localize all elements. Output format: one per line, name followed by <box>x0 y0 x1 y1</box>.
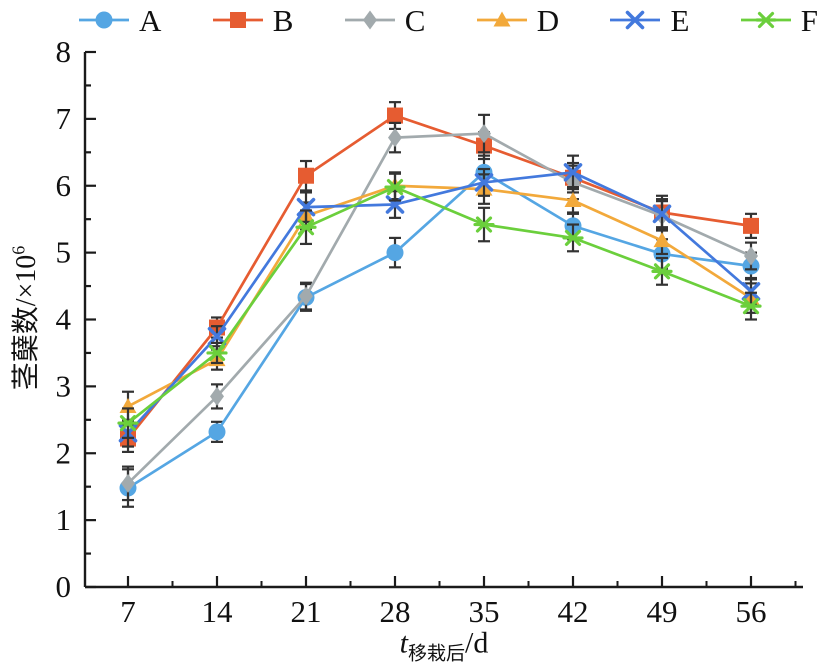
y-tick-label: 6 <box>56 168 72 203</box>
x-axis-title-prefix: t <box>399 626 408 660</box>
x-tick-label: 56 <box>736 594 767 629</box>
legend-label-E: E <box>670 2 690 38</box>
data-point-marker-asterisk <box>117 415 139 432</box>
y-tick-label: 1 <box>56 502 72 537</box>
legend-label-F: F <box>800 2 818 38</box>
y-axis-title: 茎蘖数/×106 <box>4 246 44 391</box>
data-point-marker-x <box>563 163 583 182</box>
data-point-marker-x <box>626 10 645 30</box>
legend-label-D: D <box>536 2 560 38</box>
y-tick-label: 3 <box>56 368 72 403</box>
x-tick-label: 42 <box>558 594 589 629</box>
legend-item-E: E <box>609 5 689 36</box>
data-point-marker-triangle <box>653 232 671 248</box>
y-axis-title-superscript: 6 <box>8 245 29 255</box>
legend-label-B: B <box>272 2 294 38</box>
data-point-marker-x <box>296 197 316 217</box>
data-point-marker-diamond <box>362 10 377 30</box>
data-point-marker-diamond <box>388 128 402 148</box>
legend-marker-circle-icon <box>79 11 129 29</box>
x-tick-label: 28 <box>380 594 411 629</box>
legend-marker-triangle-icon <box>476 11 527 27</box>
data-point-marker-diamond <box>121 473 135 493</box>
y-tick-label: 4 <box>56 302 72 337</box>
legend-label-C: C <box>404 2 426 38</box>
data-point-marker-asterisk <box>473 216 495 233</box>
y-axis-title-text: 茎蘖数/×10 <box>11 254 42 391</box>
x-tick-label: 21 <box>291 594 322 629</box>
legend-marker-asterisk-icon <box>740 11 791 29</box>
legend-marker-square-icon <box>212 12 263 28</box>
x-axis-title-subscript: 移栽后 <box>407 643 466 665</box>
data-point-marker-diamond <box>744 246 758 266</box>
data-point-marker-asterisk <box>562 229 584 247</box>
data-point-marker-x <box>474 173 494 192</box>
x-tick-label: 7 <box>120 594 136 629</box>
data-point-marker-x <box>652 204 672 224</box>
legend-label-A: A <box>139 2 162 38</box>
data-point-marker-square <box>743 217 759 234</box>
data-point-marker-square <box>298 167 314 184</box>
data-point-marker-triangle <box>493 11 511 27</box>
series-line-D <box>127 184 752 408</box>
series-line-A <box>127 171 752 490</box>
data-point-marker-square <box>387 107 403 124</box>
y-tick-label: 2 <box>56 435 72 470</box>
y-axis-ticks: 0 1 2 3 4 5 6 7 8 <box>56 34 96 604</box>
x-tick-label: 49 <box>647 594 678 629</box>
data-point-marker-asterisk <box>384 178 406 196</box>
y-tick-label: 7 <box>56 101 72 136</box>
series-F <box>117 172 762 439</box>
data-point-marker-asterisk <box>740 298 762 315</box>
data-point-marker-asterisk <box>651 263 673 280</box>
x-tick-label: 35 <box>469 594 500 629</box>
legend-marker-diamond-icon <box>344 10 395 30</box>
y-tick-label: 5 <box>56 235 72 270</box>
x-axis-title-suffix: /d <box>465 626 489 660</box>
legend-item-C: C <box>344 2 426 38</box>
data-point-marker-diamond <box>210 386 224 406</box>
series-line-F <box>127 185 752 425</box>
x-axis-title: t移栽后/d <box>400 627 489 666</box>
data-point-marker-x <box>207 326 227 346</box>
data-point-marker-square <box>229 12 246 28</box>
chart-legend: A B C D E F <box>78 0 818 40</box>
legend-item-F: F <box>740 5 818 36</box>
series-C <box>121 113 758 502</box>
x-tick-label: 14 <box>202 594 234 629</box>
data-point-marker-diamond <box>299 286 313 306</box>
data-point-marker-circle <box>95 11 113 29</box>
data-point-marker-asterisk <box>755 11 777 29</box>
legend-marker-x-icon <box>610 10 661 30</box>
data-point-marker-triangle <box>564 191 582 207</box>
data-point-marker-circle <box>386 244 404 262</box>
data-point-marker-asterisk <box>206 344 228 362</box>
series-line-E <box>127 171 752 435</box>
y-tick-label: 8 <box>56 34 72 69</box>
series-line-C <box>127 132 752 485</box>
y-tick-label: 0 <box>56 569 72 604</box>
legend-item-D: D <box>476 5 559 36</box>
data-point-marker-x <box>741 282 761 301</box>
data-point-marker-circle <box>208 423 226 441</box>
data-point-marker-asterisk <box>295 219 317 236</box>
x-axis-ticks: 7 14 21 28 35 42 49 56 <box>120 576 797 629</box>
legend-item-A: A <box>78 5 161 36</box>
data-point-marker-diamond <box>477 124 491 144</box>
legend-item-B: B <box>212 2 294 38</box>
